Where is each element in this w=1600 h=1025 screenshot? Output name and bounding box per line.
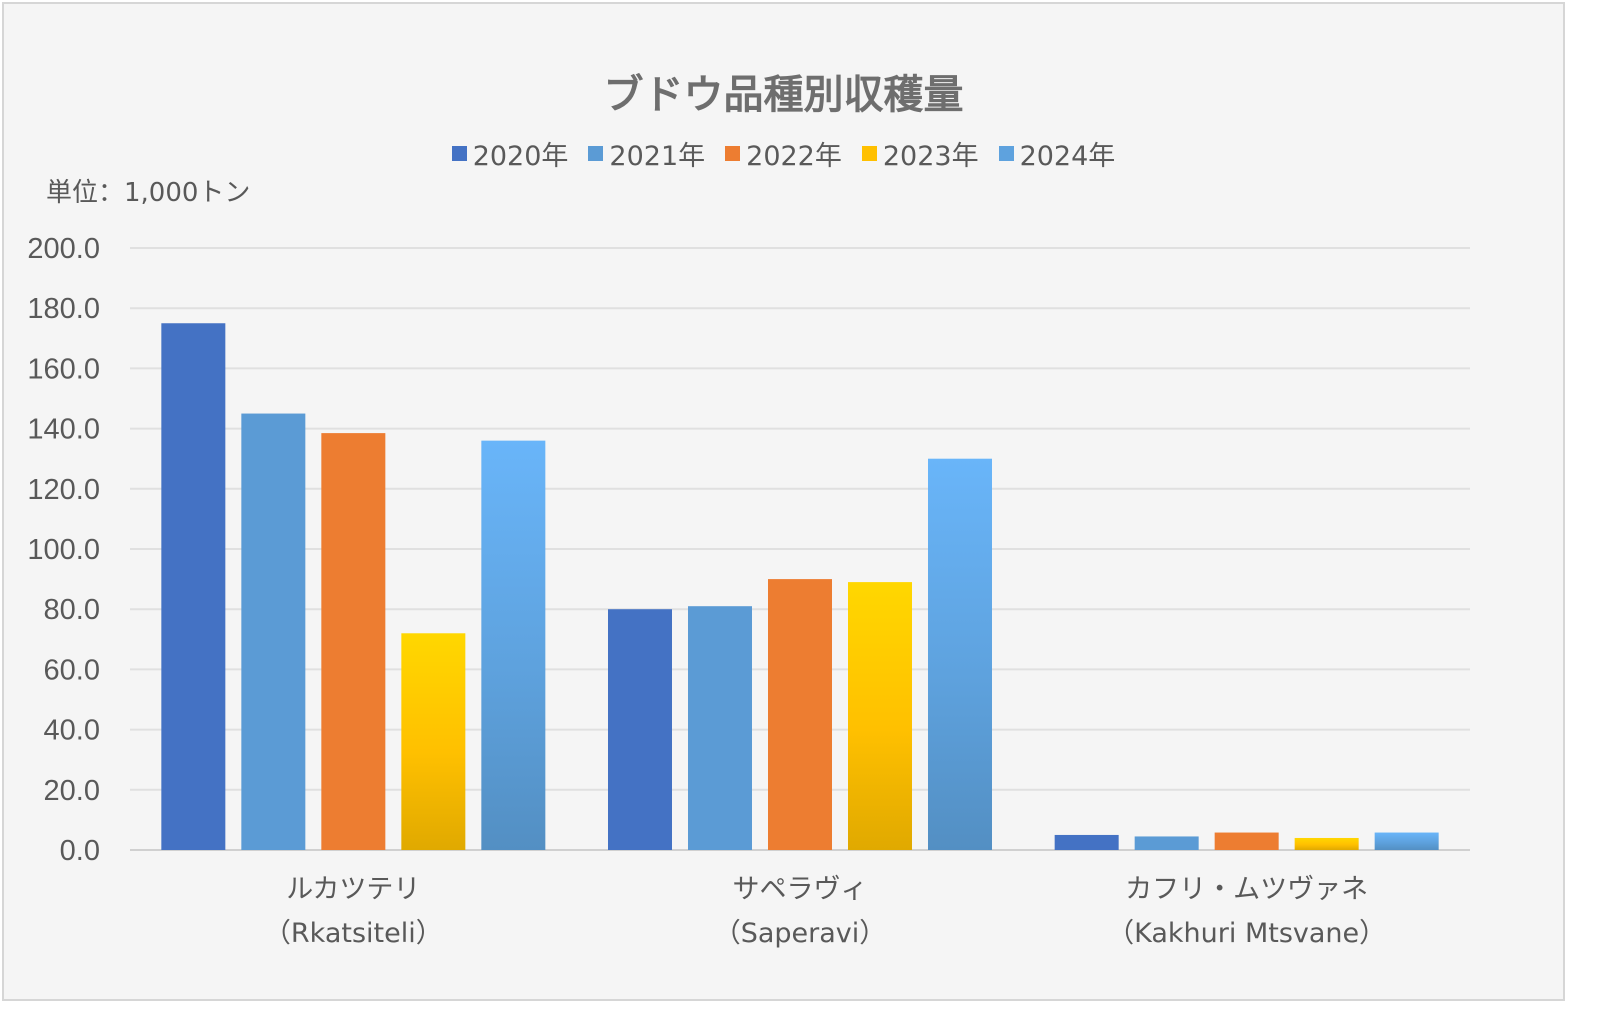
legend-item: 2021年	[588, 134, 705, 173]
y-tick-label: 80.0	[44, 594, 100, 626]
x-category-label: ルカツテリ	[286, 874, 420, 905]
bar	[401, 633, 466, 850]
bar	[161, 323, 226, 850]
y-tick-label: 180.0	[27, 293, 100, 325]
legend-label: 2021年	[609, 141, 706, 172]
y-tick-label: 120.0	[27, 474, 100, 506]
x-category-label: カフリ・ムツヴァネ	[1125, 874, 1368, 905]
legend-label: 2024年	[1019, 141, 1116, 172]
legend-item: 2022年	[725, 134, 842, 173]
y-tick-label: 140.0	[27, 414, 100, 446]
legend-swatch	[451, 146, 467, 161]
y-tick-label: 0.0	[60, 835, 100, 867]
bar	[1294, 837, 1359, 850]
legend-item: 2020年	[451, 134, 569, 173]
x-category-sublabel: （Kakhuri Mtsvane）	[1107, 918, 1386, 949]
bar	[768, 579, 832, 850]
y-tick-label: 100.0	[27, 534, 100, 566]
x-category-label: サペラヴィ	[733, 874, 868, 905]
bar	[608, 609, 672, 850]
bar	[321, 433, 386, 850]
bar	[688, 606, 752, 850]
bar	[481, 440, 546, 850]
x-category-sublabel: （Rkatsiteli）	[264, 918, 443, 949]
legend-item: 2023年	[861, 134, 979, 173]
chart-title: ブドウ品種別収穫量	[603, 72, 964, 118]
y-tick-label: 20.0	[44, 775, 100, 807]
y-tick-label: 200.0	[27, 233, 100, 265]
bar	[848, 582, 912, 850]
y-tick-label: 40.0	[44, 715, 100, 747]
legend-swatch	[998, 146, 1014, 161]
bar	[1374, 832, 1439, 850]
bar	[1134, 836, 1199, 850]
legend-swatch	[861, 146, 877, 161]
legend: 2020年 2021年 2022年 2023年 2024年	[4, 134, 1563, 173]
legend-item: 2024年	[998, 134, 1116, 173]
unit-label: 単位：1,000トン	[46, 178, 251, 208]
bar	[241, 413, 306, 850]
legend-swatch	[588, 146, 604, 161]
legend-label: 2020年	[472, 141, 569, 172]
bar	[928, 458, 992, 850]
legend-swatch	[725, 146, 741, 161]
bar	[1054, 834, 1119, 850]
legend-label: 2022年	[746, 141, 842, 172]
legend-label: 2023年	[882, 141, 979, 172]
y-tick-label: 60.0	[44, 654, 100, 686]
x-category-sublabel: （Saperavi）	[714, 918, 887, 949]
y-tick-label: 160.0	[27, 353, 100, 385]
bar	[1214, 832, 1279, 850]
